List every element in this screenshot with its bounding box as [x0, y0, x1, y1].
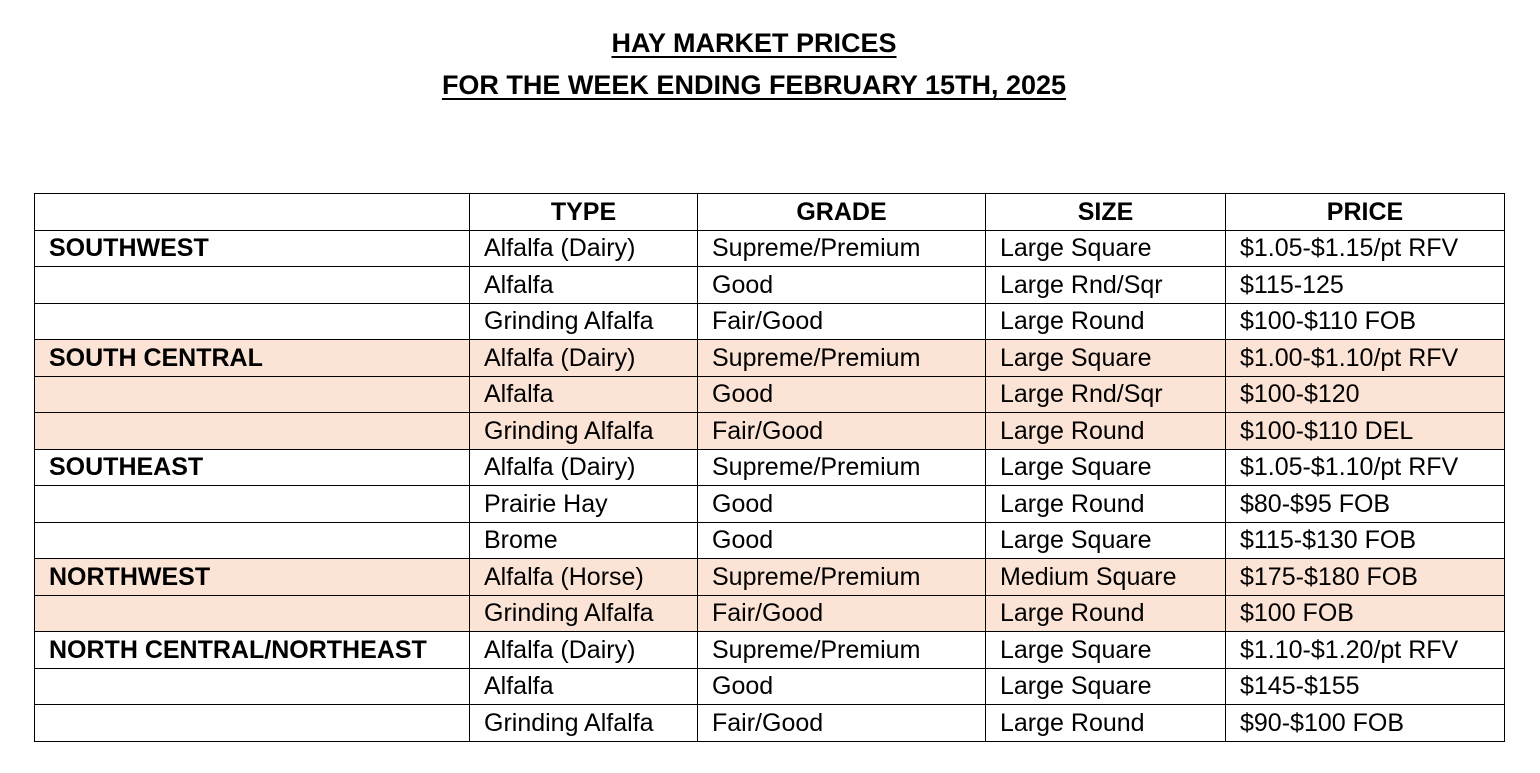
cell-region	[34, 667, 470, 705]
cell-type: Alfalfa	[469, 667, 698, 705]
header-type: TYPE	[469, 193, 698, 231]
cell-size: Medium Square	[985, 558, 1226, 596]
cell-price: $115-125	[1225, 266, 1505, 304]
cell-price: $145-$155	[1225, 667, 1505, 705]
cell-region	[34, 412, 470, 450]
cell-type: Alfalfa (Dairy)	[469, 339, 698, 377]
table-body: SOUTHWEST Alfalfa (Dairy) Supreme/Premium L…	[34, 229, 1505, 742]
cell-region: SOUTHWEST	[34, 229, 470, 267]
cell-price: $90-$100 FOB	[1225, 704, 1505, 742]
table-row: NORTH CENTRAL/NORTHEAST Alfalfa (Dairy) Su…	[34, 631, 1505, 669]
hay-price-table: TYPE GRADE SIZE PRICE SOUTHWEST Alfalfa (…	[34, 193, 1505, 742]
cell-type: Grinding Alfalfa	[469, 412, 698, 450]
cell-grade: Supreme/Premium	[697, 448, 986, 486]
cell-grade: Fair/Good	[697, 594, 986, 632]
cell-region	[34, 485, 470, 523]
cell-region	[34, 302, 470, 340]
report-subtitle: FOR THE WEEK ENDING FEBRUARY 15TH, 2025	[0, 68, 1508, 102]
cell-region	[34, 594, 470, 632]
cell-size: Large Round	[985, 485, 1226, 523]
cell-type: Alfalfa	[469, 266, 698, 304]
table-row: Grinding Alfalfa Fair/Good Large Round $100…	[34, 412, 1505, 450]
table-row: Grinding Alfalfa Fair/Good Large Round $100…	[34, 594, 1505, 632]
cell-type: Grinding Alfalfa	[469, 302, 698, 340]
cell-price: $1.05-$1.15/pt RFV	[1225, 229, 1505, 267]
header-grade: GRADE	[697, 193, 986, 231]
cell-type: Alfalfa (Dairy)	[469, 631, 698, 669]
report-title: HAY MARKET PRICES	[0, 26, 1508, 60]
cell-grade: Good	[697, 375, 986, 413]
cell-region	[34, 704, 470, 742]
report-title-text: HAY MARKET PRICES	[611, 28, 897, 58]
cell-type: Prairie Hay	[469, 485, 698, 523]
cell-size: Large Square	[985, 229, 1226, 267]
cell-price: $80-$95 FOB	[1225, 485, 1505, 523]
cell-grade: Good	[697, 266, 986, 304]
cell-size: Large Square	[985, 521, 1226, 559]
header-price: PRICE	[1225, 193, 1505, 231]
cell-type: Alfalfa (Dairy)	[469, 229, 698, 267]
cell-type: Alfalfa (Dairy)	[469, 448, 698, 486]
cell-size: Large Round	[985, 594, 1226, 632]
report-subtitle-text: FOR THE WEEK ENDING FEBRUARY 15TH, 2025	[441, 70, 1067, 100]
table-row: Alfalfa Good Large Square $145-$155	[34, 667, 1505, 705]
cell-price: $1.05-$1.10/pt RFV	[1225, 448, 1505, 486]
cell-size: Large Square	[985, 339, 1226, 377]
cell-grade: Supreme/Premium	[697, 631, 986, 669]
cell-price: $100-$120	[1225, 375, 1505, 413]
cell-size: Large Square	[985, 667, 1226, 705]
table-row: SOUTHWEST Alfalfa (Dairy) Supreme/Premium L…	[34, 229, 1505, 267]
cell-type: Alfalfa	[469, 375, 698, 413]
cell-type: Brome	[469, 521, 698, 559]
cell-size: Large Rnd/Sqr	[985, 266, 1226, 304]
cell-grade: Good	[697, 667, 986, 705]
table-row: Brome Good Large Square $115-$130 FOB	[34, 521, 1505, 559]
cell-region: NORTHWEST	[34, 558, 470, 596]
cell-size: Large Rnd/Sqr	[985, 375, 1226, 413]
cell-grade: Supreme/Premium	[697, 339, 986, 377]
cell-price: $1.00-$1.10/pt RFV	[1225, 339, 1505, 377]
table-row: Grinding Alfalfa Fair/Good Large Round $100…	[34, 302, 1505, 340]
cell-size: Large Round	[985, 704, 1226, 742]
table-header-row: TYPE GRADE SIZE PRICE	[34, 193, 1505, 231]
table-row: Grinding Alfalfa Fair/Good Large Round $90-…	[34, 704, 1505, 742]
cell-price: $175-$180 FOB	[1225, 558, 1505, 596]
cell-grade: Good	[697, 521, 986, 559]
cell-price: $100-$110 DEL	[1225, 412, 1505, 450]
table-row: SOUTH CENTRAL Alfalfa (Dairy) Supreme/Prem…	[34, 339, 1505, 377]
cell-region	[34, 521, 470, 559]
cell-grade: Supreme/Premium	[697, 558, 986, 596]
cell-region: NORTH CENTRAL/NORTHEAST	[34, 631, 470, 669]
table-row: Prairie Hay Good Large Round $80-$95 FOB	[34, 485, 1505, 523]
cell-region	[34, 266, 470, 304]
table-row: Alfalfa Good Large Rnd/Sqr $115-125	[34, 266, 1505, 304]
cell-price: $1.10-$1.20/pt RFV	[1225, 631, 1505, 669]
cell-price: $115-$130 FOB	[1225, 521, 1505, 559]
cell-grade: Supreme/Premium	[697, 229, 986, 267]
cell-price: $100-$110 FOB	[1225, 302, 1505, 340]
cell-price: $100 FOB	[1225, 594, 1505, 632]
table-row: Alfalfa Good Large Rnd/Sqr $100-$120	[34, 375, 1505, 413]
cell-grade: Fair/Good	[697, 412, 986, 450]
header-size: SIZE	[985, 193, 1226, 231]
table-row: NORTHWEST Alfalfa (Horse) Supreme/Premium M…	[34, 558, 1505, 596]
cell-size: Large Round	[985, 412, 1226, 450]
cell-size: Large Square	[985, 448, 1226, 486]
cell-type: Grinding Alfalfa	[469, 704, 698, 742]
cell-size: Large Square	[985, 631, 1226, 669]
cell-size: Large Round	[985, 302, 1226, 340]
cell-region	[34, 375, 470, 413]
cell-type: Grinding Alfalfa	[469, 594, 698, 632]
cell-region: SOUTH CENTRAL	[34, 339, 470, 377]
cell-grade: Fair/Good	[697, 704, 986, 742]
cell-grade: Fair/Good	[697, 302, 986, 340]
header-region	[34, 193, 470, 231]
table-row: SOUTHEAST Alfalfa (Dairy) Supreme/Premium L…	[34, 448, 1505, 486]
cell-region: SOUTHEAST	[34, 448, 470, 486]
cell-grade: Good	[697, 485, 986, 523]
cell-type: Alfalfa (Horse)	[469, 558, 698, 596]
